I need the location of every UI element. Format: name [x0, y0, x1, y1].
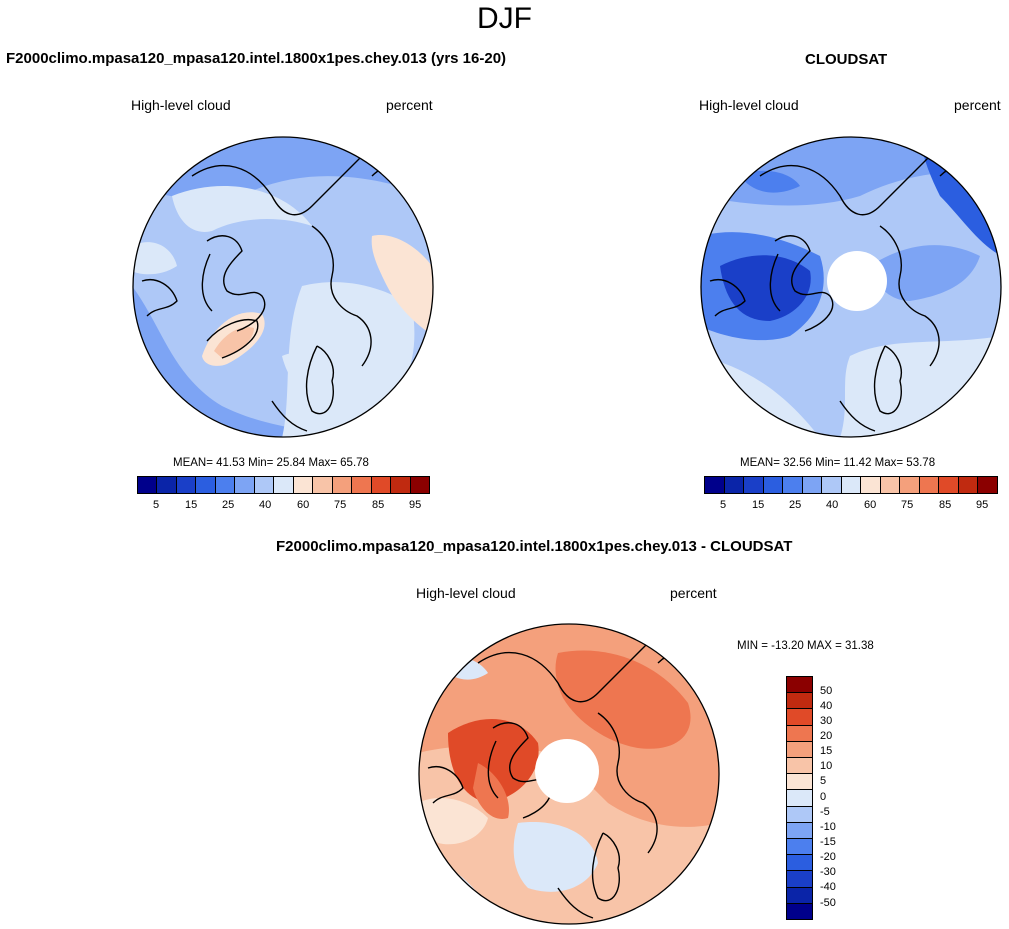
left-colorbar-swatch: [176, 477, 197, 493]
left-colorbar-swatch: [352, 477, 372, 493]
right-colorbar-swatch: [880, 477, 901, 493]
diff-colorbar-swatch: [787, 709, 812, 726]
diff-colorbar-swatch: [787, 677, 812, 694]
left-colorbar-swatch: [371, 477, 392, 493]
right-colorbar-swatch: [822, 477, 842, 493]
left-colorbar-swatch: [274, 477, 294, 493]
left-colorbar: [137, 476, 430, 494]
right-colorbar-swatch: [783, 477, 803, 493]
diff-tick-neg20: -20: [820, 851, 836, 863]
right-stats: MEAN= 32.56 Min= 11.42 Max= 53.78: [740, 457, 936, 469]
right-tick-75: 75: [901, 499, 914, 511]
diff-tick-15: 15: [820, 745, 833, 757]
diff-tick-5: 5: [820, 775, 827, 787]
diff-tick-neg30: -30: [820, 866, 836, 878]
right-colorbar-swatch: [939, 477, 959, 493]
diff-colorbar-swatch: [787, 725, 812, 742]
left-colorbar-swatch: [196, 477, 216, 493]
diff-panel-title: F2000climo.mpasa120_mpasa120.intel.1800x…: [276, 538, 793, 555]
right-tick-25: 25: [789, 499, 802, 511]
left-tick-5: 5: [153, 499, 160, 511]
right-tick-40: 40: [826, 499, 839, 511]
left-colorbar-swatch: [254, 477, 275, 493]
diff-tick-neg5: -5: [820, 806, 830, 818]
diff-tick-neg10: -10: [820, 821, 836, 833]
left-tick-95: 95: [409, 499, 422, 511]
right-polar-map: [700, 136, 1002, 438]
left-tick-15: 15: [185, 499, 198, 511]
left-tick-25: 25: [222, 499, 235, 511]
diff-colorbar-swatch: [787, 822, 812, 840]
left-colorbar-swatch: [157, 477, 177, 493]
left-colorbar-swatch: [313, 477, 333, 493]
left-stats: MEAN= 41.53 Min= 25.84 Max= 65.78: [173, 457, 369, 469]
right-colorbar-swatch: [978, 477, 997, 493]
right-colorbar-swatch: [900, 477, 920, 493]
left-colorbar-swatch: [293, 477, 314, 493]
left-panel-title: F2000climo.mpasa120_mpasa120.intel.1800x…: [6, 50, 507, 67]
right-tick-95: 95: [976, 499, 989, 511]
diff-colorbar-swatch: [787, 806, 812, 823]
left-units-label: percent: [386, 97, 433, 113]
diff-tick-40: 40: [820, 700, 833, 712]
right-colorbar-swatch: [841, 477, 862, 493]
left-polar-map: [132, 136, 434, 438]
right-colorbar-swatch: [861, 477, 881, 493]
left-tick-85: 85: [372, 499, 385, 511]
diff-colorbar-swatch: [787, 839, 812, 856]
left-colorbar-swatch: [215, 477, 236, 493]
diff-polar-gap: [535, 739, 599, 803]
right-colorbar-swatch: [724, 477, 745, 493]
left-colorbar-swatch: [332, 477, 353, 493]
diff-colorbar-swatch: [787, 790, 812, 807]
left-tick-75: 75: [334, 499, 347, 511]
right-units-label: percent: [954, 97, 1001, 113]
diff-tick-0: 0: [820, 791, 827, 803]
right-tick-60: 60: [864, 499, 877, 511]
left-colorbar-swatch: [138, 477, 158, 493]
diff-tick-20: 20: [820, 730, 833, 742]
diff-colorbar-swatch: [787, 871, 812, 888]
diff-colorbar-swatch: [787, 741, 812, 759]
diff-colorbar-swatch: [787, 758, 812, 775]
right-colorbar: [704, 476, 998, 494]
diff-colorbar-swatch: [787, 887, 812, 904]
right-colorbar-swatch: [763, 477, 784, 493]
diff-units-label: percent: [670, 585, 717, 601]
diff-tick-50: 50: [820, 685, 833, 697]
right-colorbar-swatch: [958, 477, 979, 493]
right-colorbar-swatch: [744, 477, 764, 493]
diff-colorbar-swatch: [787, 693, 812, 710]
left-tick-60: 60: [297, 499, 310, 511]
right-tick-85: 85: [939, 499, 952, 511]
diff-tick-30: 30: [820, 715, 833, 727]
diff-variable-label: High-level cloud: [416, 585, 516, 601]
right-colorbar-swatch: [919, 477, 940, 493]
figure-title: DJF: [477, 2, 532, 35]
left-variable-label: High-level cloud: [131, 97, 231, 113]
diff-tick-neg50: -50: [820, 897, 836, 909]
diff-colorbar-swatch: [787, 774, 812, 791]
diff-colorbar: [786, 676, 813, 920]
right-panel-title: CLOUDSAT: [805, 51, 888, 68]
left-colorbar-swatch: [391, 477, 411, 493]
right-polar-gap: [827, 251, 887, 311]
diff-colorbar-swatch: [787, 903, 812, 920]
diff-tick-neg15: -15: [820, 836, 836, 848]
diff-stats: MIN = -13.20 MAX = 31.38: [737, 640, 874, 652]
diff-tick-10: 10: [820, 760, 833, 772]
left-tick-40: 40: [259, 499, 272, 511]
right-colorbar-swatch: [802, 477, 823, 493]
right-tick-5: 5: [720, 499, 727, 511]
diff-polar-map: [418, 623, 720, 925]
right-variable-label: High-level cloud: [699, 97, 799, 113]
diff-colorbar-swatch: [787, 855, 812, 872]
left-colorbar-swatch: [235, 477, 255, 493]
diff-tick-neg40: -40: [820, 881, 836, 893]
left-colorbar-swatch: [410, 477, 430, 493]
right-tick-15: 15: [752, 499, 765, 511]
right-colorbar-swatch: [705, 477, 725, 493]
